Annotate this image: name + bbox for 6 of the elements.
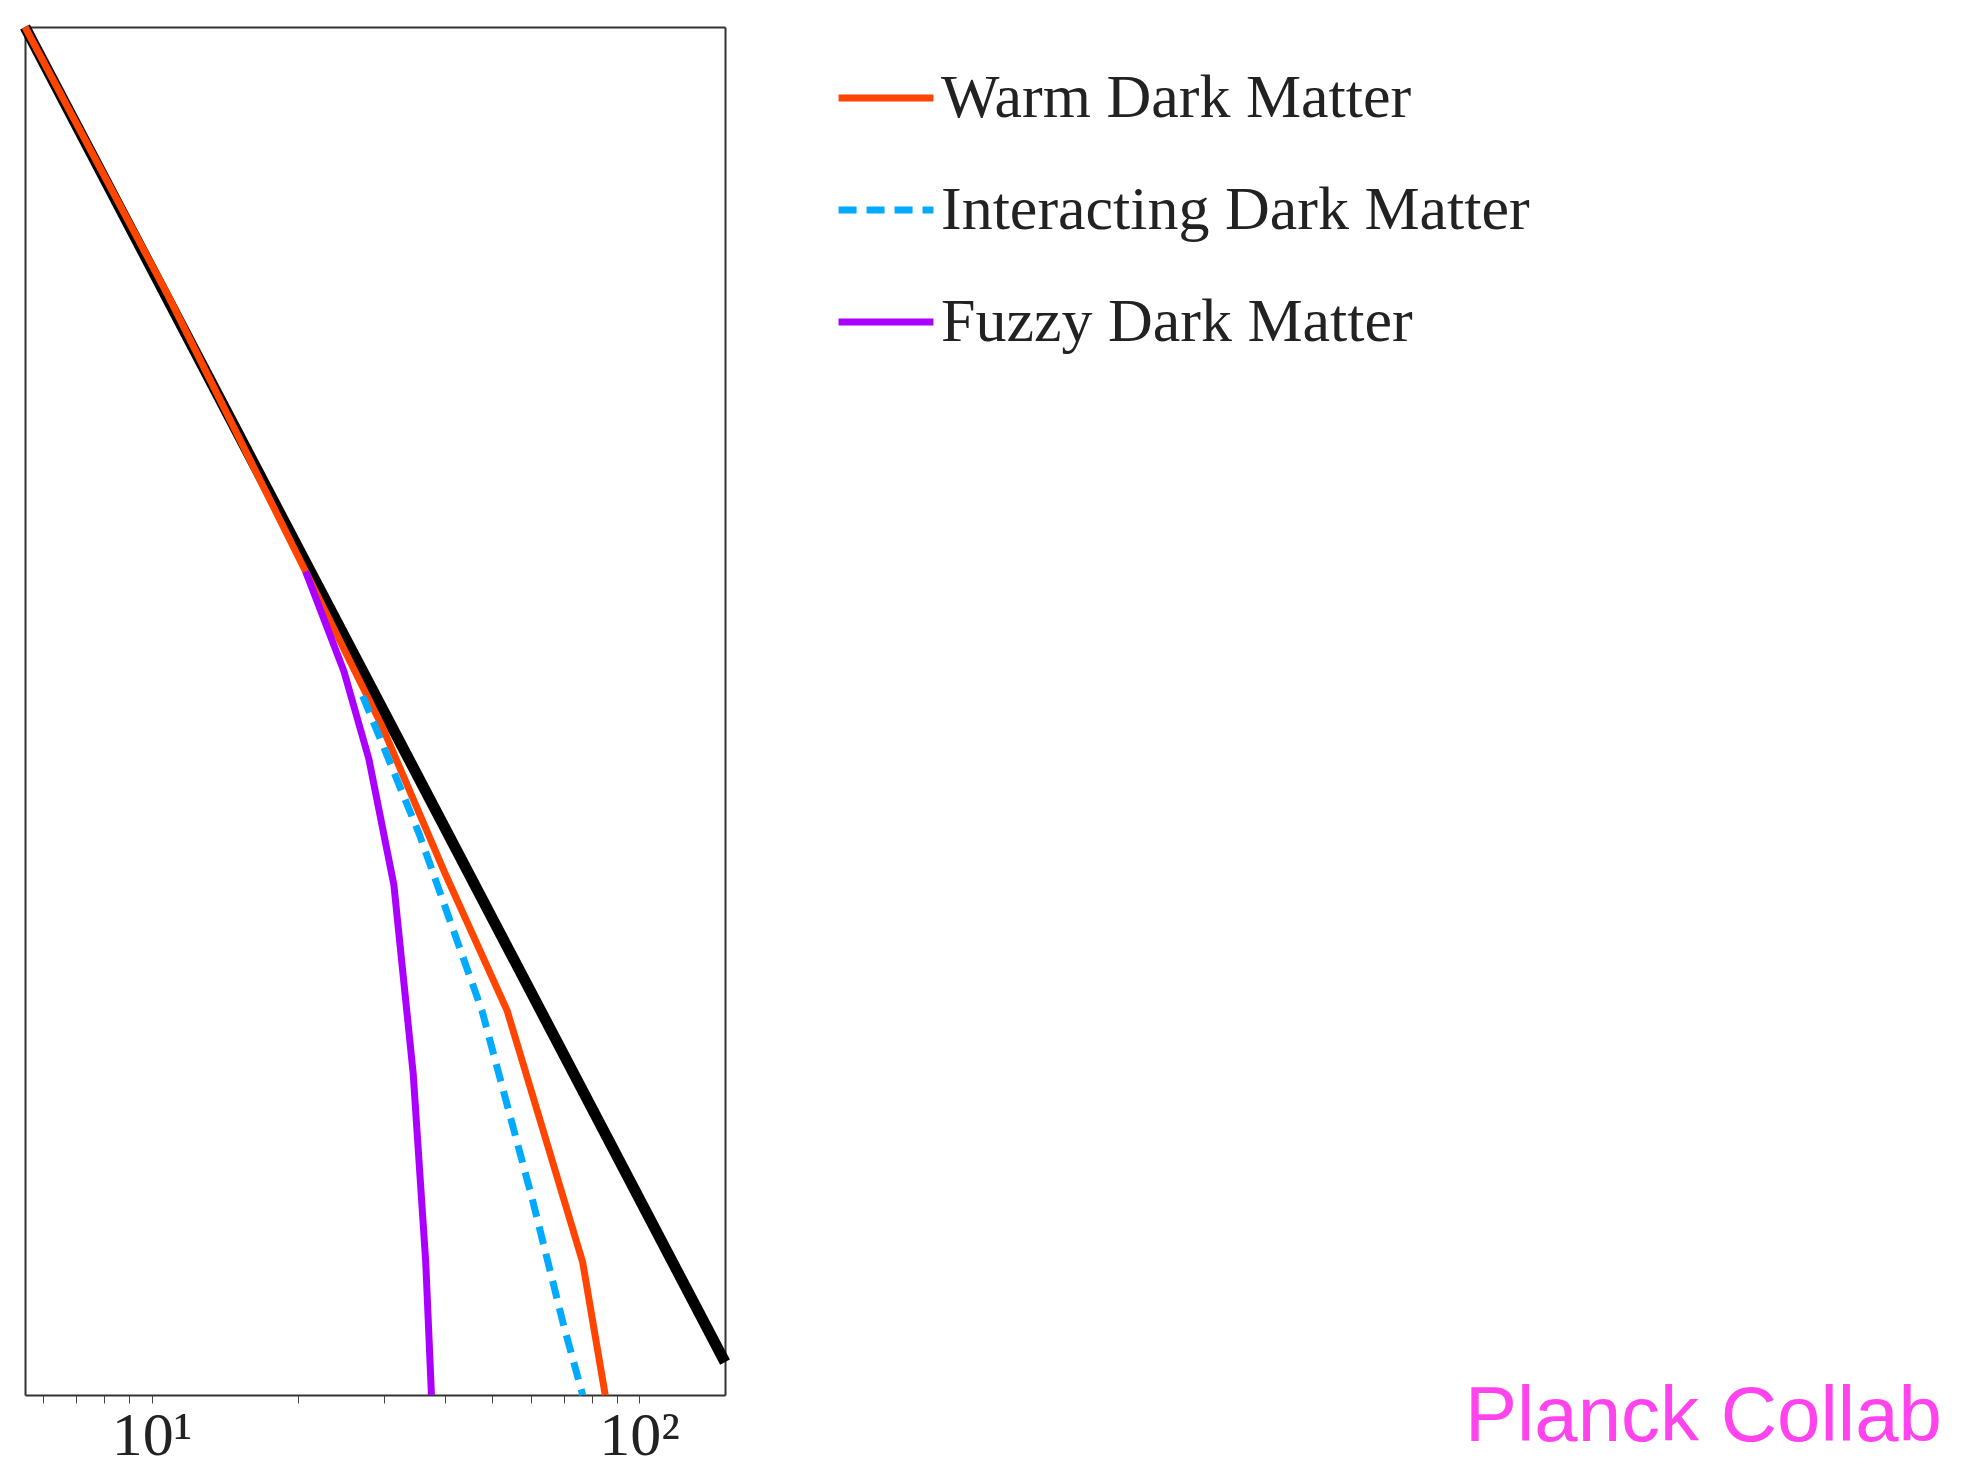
text: Planck Collab [1465, 1370, 1942, 1458]
x-tick-label: 10² [599, 1399, 680, 1468]
legend-label: Fuzzy Dark Matter [941, 286, 1414, 354]
legend-label: Warm Dark Matter [941, 62, 1412, 130]
x-tick-label: 10¹ [111, 1399, 193, 1468]
legend-label: Interacting Dark Matter [941, 174, 1531, 242]
